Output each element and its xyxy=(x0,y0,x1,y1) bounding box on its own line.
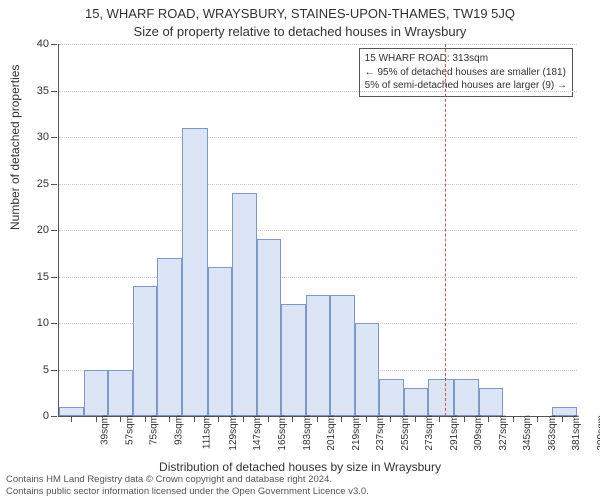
y-tick-label: 0 xyxy=(43,410,59,422)
histogram-bar xyxy=(306,295,331,416)
y-tick-label: 20 xyxy=(37,224,59,236)
y-tick-label: 10 xyxy=(37,317,59,329)
x-tick-label: 93sqm xyxy=(173,415,184,445)
x-tick xyxy=(537,416,538,422)
x-tick-label: 291sqm xyxy=(449,415,460,451)
x-tick xyxy=(145,416,146,422)
histogram-bar xyxy=(330,295,355,416)
x-tick-label: 183sqm xyxy=(302,415,313,451)
histogram-bar xyxy=(232,193,257,416)
histogram-bar xyxy=(108,370,133,417)
histogram-bar xyxy=(479,388,504,416)
footer-line-2: Contains public sector information licen… xyxy=(6,486,594,498)
x-tick-label: 327sqm xyxy=(498,415,509,451)
x-tick xyxy=(366,416,367,422)
histogram-bar xyxy=(182,128,208,416)
x-tick xyxy=(71,416,72,422)
x-tick xyxy=(268,416,269,422)
x-tick-label: 147sqm xyxy=(253,415,264,451)
annotation-line-2: ← 95% of detached houses are smaller (18… xyxy=(365,66,567,80)
x-tick xyxy=(218,416,219,422)
x-tick xyxy=(194,416,195,422)
y-axis-title: Number of detached properties xyxy=(8,65,22,230)
histogram-bar xyxy=(133,286,158,416)
gridline xyxy=(59,44,577,45)
x-tick xyxy=(243,416,244,422)
x-tick-label: 237sqm xyxy=(375,415,386,451)
histogram-bar xyxy=(208,267,233,416)
x-tick-label: 255sqm xyxy=(400,415,411,451)
histogram-bar xyxy=(157,258,182,416)
x-tick-label: 57sqm xyxy=(124,415,135,445)
gridline xyxy=(59,137,577,138)
x-tick xyxy=(488,416,489,422)
x-tick xyxy=(390,416,391,422)
x-tick xyxy=(96,416,97,422)
histogram-plot: 15 WHARF ROAD: 313sqm ← 95% of detached … xyxy=(58,44,577,417)
x-tick xyxy=(439,416,440,422)
x-tick xyxy=(292,416,293,422)
x-tick xyxy=(341,416,342,422)
y-tick-label: 15 xyxy=(37,271,59,283)
chart-subtitle: Size of property relative to detached ho… xyxy=(0,24,600,39)
x-tick xyxy=(169,416,170,422)
chart-address-title: 15, WHARF ROAD, WRAYSBURY, STAINES-UPON-… xyxy=(0,6,600,21)
x-tick-label: 111sqm xyxy=(202,415,213,449)
histogram-bar xyxy=(84,370,109,417)
reference-annotation-box: 15 WHARF ROAD: 313sqm ← 95% of detached … xyxy=(359,48,573,97)
gridline xyxy=(59,91,577,92)
histogram-bar xyxy=(59,407,84,416)
y-tick-label: 25 xyxy=(37,178,59,190)
gridline xyxy=(59,277,577,278)
x-tick-label: 309sqm xyxy=(473,415,484,451)
gridline xyxy=(59,230,577,231)
x-tick-label: 399sqm xyxy=(596,415,600,451)
x-tick xyxy=(464,416,465,422)
histogram-bar xyxy=(428,379,454,416)
y-tick-label: 30 xyxy=(37,131,59,143)
x-tick xyxy=(415,416,416,422)
y-tick-label: 40 xyxy=(37,38,59,50)
histogram-bar xyxy=(454,379,479,416)
x-tick-label: 363sqm xyxy=(547,415,558,451)
x-tick-label: 345sqm xyxy=(522,415,533,451)
x-tick-label: 75sqm xyxy=(149,415,160,445)
x-tick xyxy=(317,416,318,422)
reference-line xyxy=(445,44,446,416)
y-tick-label: 35 xyxy=(37,85,59,97)
histogram-bar xyxy=(379,379,404,416)
x-tick-label: 201sqm xyxy=(326,415,337,451)
histogram-bar xyxy=(281,304,306,416)
histogram-bar xyxy=(355,323,380,416)
gridline xyxy=(59,184,577,185)
x-tick-label: 39sqm xyxy=(100,415,111,445)
x-tick-label: 165sqm xyxy=(277,415,288,451)
x-axis-title: Distribution of detached houses by size … xyxy=(0,460,600,474)
x-tick-label: 381sqm xyxy=(572,415,583,451)
license-footer: Contains HM Land Registry data © Crown c… xyxy=(6,474,594,498)
y-tick-label: 5 xyxy=(43,364,59,376)
histogram-bar xyxy=(257,239,282,416)
x-tick-label: 273sqm xyxy=(424,415,435,451)
footer-line-1: Contains HM Land Registry data © Crown c… xyxy=(6,474,594,486)
histogram-bar xyxy=(404,388,429,416)
x-tick xyxy=(513,416,514,422)
x-tick xyxy=(562,416,563,422)
annotation-line-1: 15 WHARF ROAD: 313sqm xyxy=(365,52,567,66)
x-tick-label: 129sqm xyxy=(228,415,239,451)
x-tick-label: 219sqm xyxy=(351,415,362,451)
x-tick xyxy=(120,416,121,422)
